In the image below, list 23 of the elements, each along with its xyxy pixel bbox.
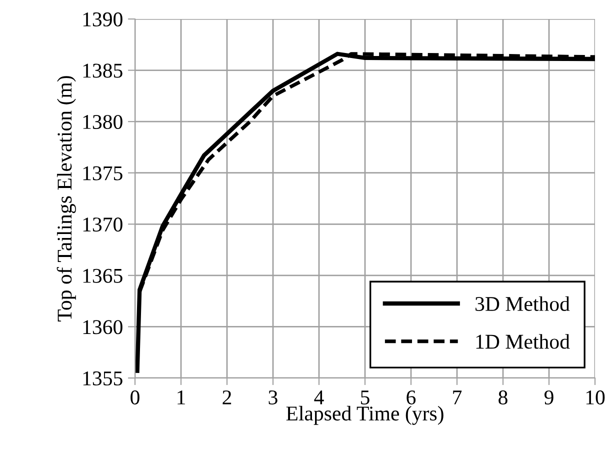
- x-tick-label: 9: [544, 390, 554, 404]
- x-tick-label: 1: [178, 390, 185, 404]
- y-tick-label: 1390: [83, 12, 122, 26]
- y-tick-label: 1375: [83, 166, 122, 180]
- legend-label: 1D Method: [476, 334, 570, 349]
- x-tick-label: 7: [453, 390, 462, 404]
- x-tick-label: 6: [406, 390, 416, 404]
- x-tick-label: 10: [586, 390, 605, 404]
- x-tick-label: 4: [314, 390, 324, 404]
- y-tick-label: 1385: [83, 64, 122, 78]
- x-axis-title: Elapsed Time (yrs): [286, 406, 444, 425]
- y-tick-label: 1370: [83, 218, 122, 232]
- x-tick-label: 0: [130, 390, 140, 404]
- x-tick-label: 3: [268, 390, 278, 404]
- y-axis-title: Top of Tailings Elevation (m): [56, 76, 76, 322]
- legend-label: 3D Method: [476, 296, 570, 311]
- y-tick-label: 1365: [83, 268, 122, 283]
- y-tick-label: 1360: [83, 320, 122, 334]
- y-tick-label: 1380: [83, 114, 122, 130]
- y-tick-label: 1355: [83, 371, 122, 386]
- x-tick-label: 8: [498, 390, 508, 404]
- x-tick-label: 2: [222, 390, 232, 404]
- x-tick-label: 5: [361, 390, 370, 404]
